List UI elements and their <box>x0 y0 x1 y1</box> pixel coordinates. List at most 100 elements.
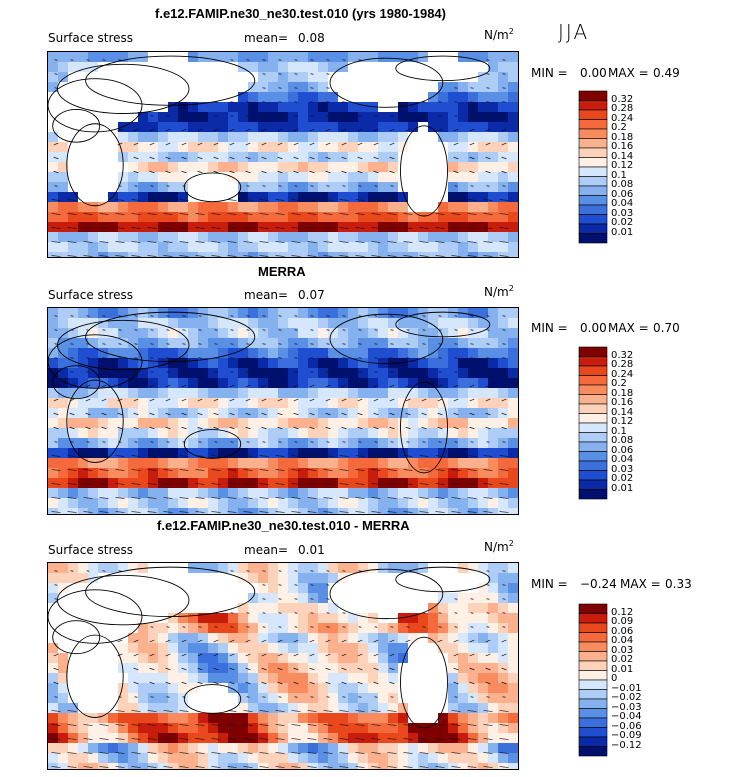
colorbar-tick-label: 0.28 <box>611 103 634 114</box>
colorbar-swatch <box>578 641 608 652</box>
panel-3-units: N/m2 <box>484 539 514 554</box>
panel-1-min-value: 0.00 <box>580 66 607 80</box>
colorbar-swatch <box>578 451 608 462</box>
colorbar-swatch <box>578 441 608 452</box>
colorbar-tick-label: 0.18 <box>611 131 634 143</box>
colorbar-swatch <box>578 679 608 690</box>
colorbar-tick-label: 0.02 <box>611 473 634 484</box>
colorbar-swatch <box>578 233 608 244</box>
colorbar-swatch <box>578 489 608 500</box>
colorbar-tick-label: 0.03 <box>611 207 634 219</box>
colorbar-swatch <box>578 109 608 120</box>
panel-3-min-label: MIN = <box>531 577 568 591</box>
colorbar-tick-label: 0.01 <box>611 226 634 238</box>
panel-2-min-value: 0.00 <box>580 321 607 335</box>
colorbar-swatch <box>578 204 608 215</box>
panel-3-field-label: Surface stress <box>48 543 134 557</box>
colorbar-svg <box>578 90 608 244</box>
colorbar-tick-label: 0.32 <box>611 93 634 105</box>
colorbar-tick-label: 0.02 <box>611 217 634 228</box>
colorbar-tick-label: 0.14 <box>611 406 634 418</box>
panel-1-field <box>48 52 518 257</box>
panel-1-units: N/m2 <box>484 27 514 42</box>
colorbar-tick-label: 0 <box>611 673 618 684</box>
panel-2-map <box>47 307 519 515</box>
colorbar-tick-label: 0.03 <box>611 644 634 656</box>
colorbar-tick-label: −0.03 <box>611 701 642 713</box>
colorbar-swatch <box>578 157 608 168</box>
panel-1-field-label: Surface stress <box>48 31 134 45</box>
panel-3-min-value: −0.24 <box>580 577 617 591</box>
colorbar-tick-label: 0.12 <box>611 416 634 427</box>
colorbar-tick-label: 0.01 <box>611 482 634 494</box>
panel-2-mean-value: 0.07 <box>298 288 325 302</box>
colorbar-tick-label: −0.04 <box>611 711 642 722</box>
panel-2-min-label: MIN = <box>531 321 568 335</box>
colorbar-swatch <box>578 727 608 738</box>
colorbar-swatch <box>578 422 608 433</box>
colorbar-tick-label: 0.08 <box>611 179 634 190</box>
colorbar-tick-label: −0.09 <box>611 730 642 741</box>
colorbar-swatch <box>578 460 608 471</box>
colorbar-tick-label: 0.24 <box>611 368 634 380</box>
colorbar-swatch <box>578 384 608 395</box>
colorbar-tick-label: 0.06 <box>611 444 634 456</box>
colorbar-swatch <box>578 375 608 386</box>
panel-2-field <box>48 308 518 514</box>
colorbar-svg <box>578 603 608 757</box>
colorbar-swatch <box>578 413 608 424</box>
colorbar-swatch <box>578 128 608 139</box>
panel-3-title: f.e12.FAMIP.ne30_ne30.test.010 - MERRA <box>157 518 410 533</box>
colorbar-swatch <box>578 403 608 414</box>
panel-3-max-label: MAX = <box>620 577 661 591</box>
panel-2-field-label: Surface stress <box>48 288 134 302</box>
panel-1-mean-label: mean= <box>244 31 289 45</box>
colorbar-tick-label: 0.08 <box>611 435 634 446</box>
panel-2-title: MERRA <box>258 264 306 279</box>
colorbar-swatch <box>578 660 608 671</box>
colorbar-swatch <box>578 356 608 367</box>
colorbar-tick-label: 0.02 <box>611 654 634 665</box>
panel-3-mean-value: 0.01 <box>298 543 325 557</box>
colorbar-swatch <box>578 746 608 757</box>
panel-1-title: f.e12.FAMIP.ne30_ne30.test.010 (yrs 1980… <box>155 6 446 21</box>
panel-1-mean-value: 0.08 <box>298 31 325 45</box>
colorbar-swatch <box>578 603 608 614</box>
colorbar-tick-label: 0.03 <box>611 463 634 475</box>
colorbar-swatch <box>578 622 608 633</box>
colorbar-swatch <box>578 119 608 130</box>
colorbar-tick-label: 0.04 <box>611 635 634 646</box>
panel-1-max-label: MAX = <box>608 66 649 80</box>
panel-2-max-value: 0.70 <box>653 321 680 335</box>
colorbar-swatch <box>578 195 608 206</box>
colorbar-swatch <box>578 138 608 149</box>
colorbar-swatch <box>578 698 608 709</box>
colorbar-swatch <box>578 365 608 376</box>
colorbar-swatch <box>578 613 608 624</box>
colorbar-tick-label: 0.14 <box>611 150 634 162</box>
colorbar-tick-label: 0.12 <box>611 606 634 618</box>
colorbar-tick-label: 0.04 <box>611 198 634 209</box>
colorbar-tick-label: 0.24 <box>611 112 634 124</box>
colorbar-swatch <box>578 670 608 681</box>
panel-3-mean-label: mean= <box>244 543 289 557</box>
colorbar-tick-label: −0.02 <box>611 692 642 703</box>
colorbar-tick-label: 0.28 <box>611 359 634 370</box>
colorbar-tick-label: 0.06 <box>611 625 634 637</box>
colorbar-swatch <box>578 214 608 225</box>
colorbar-swatch <box>578 166 608 177</box>
colorbar-tick-label: −0.12 <box>611 739 642 751</box>
colorbar-tick-label: 0.18 <box>611 387 634 399</box>
panel-2-max-label: MAX = <box>608 321 649 335</box>
colorbar-tick-label: 0.16 <box>611 397 634 408</box>
colorbar-swatch <box>578 185 608 196</box>
panel-2-mean-label: mean= <box>244 288 289 302</box>
panel-1-min-label: MIN = <box>531 66 568 80</box>
colorbar-swatch <box>578 651 608 662</box>
colorbar-swatch <box>578 394 608 405</box>
colorbar-tick-label: 0.09 <box>611 616 634 627</box>
colorbar-swatch <box>578 470 608 481</box>
colorbar-swatch <box>578 90 608 101</box>
colorbar-swatch <box>578 632 608 643</box>
colorbar-tick-label: 0.12 <box>611 160 634 171</box>
